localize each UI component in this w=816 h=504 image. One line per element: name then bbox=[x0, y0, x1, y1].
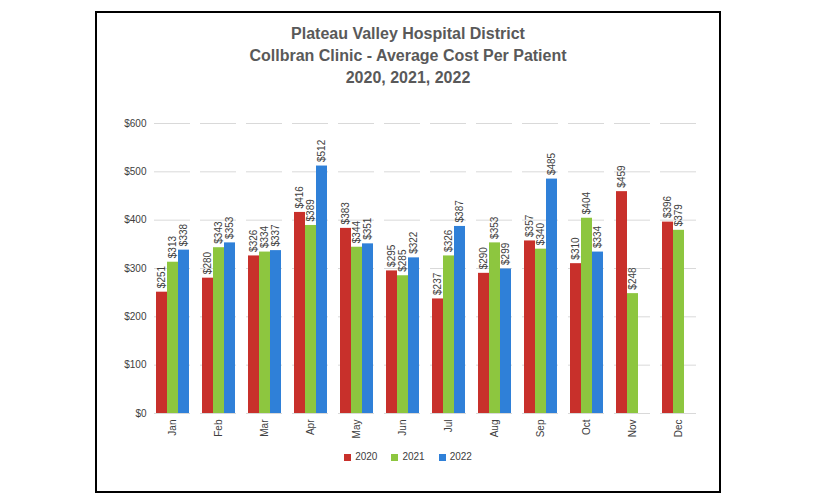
svg-text:$512: $512 bbox=[316, 139, 327, 162]
svg-text:$0: $0 bbox=[135, 408, 147, 419]
svg-text:$334: $334 bbox=[259, 225, 270, 248]
svg-text:$387: $387 bbox=[454, 200, 465, 223]
svg-text:$353: $353 bbox=[224, 216, 235, 239]
svg-text:$389: $389 bbox=[305, 199, 316, 222]
html-text:2020: 2020 bbox=[355, 451, 378, 462]
svg-text:$338: $338 bbox=[178, 223, 189, 246]
svg-text:$313: $313 bbox=[167, 236, 178, 259]
svg-text:Nov: Nov bbox=[627, 420, 638, 438]
svg-text:$248: $248 bbox=[627, 267, 638, 290]
svg-text:Apr: Apr bbox=[305, 419, 316, 435]
svg-text:$344: $344 bbox=[351, 221, 362, 244]
svg-text:$310: $310 bbox=[570, 237, 581, 260]
svg-text:$299: $299 bbox=[500, 242, 511, 265]
svg-text:$337: $337 bbox=[270, 224, 281, 247]
svg-text:$400: $400 bbox=[124, 214, 147, 225]
svg-text:$237: $237 bbox=[432, 272, 443, 295]
svg-text:May: May bbox=[351, 420, 362, 439]
svg-text:$290: $290 bbox=[478, 247, 489, 270]
svg-text:Mar: Mar bbox=[259, 419, 270, 437]
svg-text:Oct: Oct bbox=[581, 419, 592, 435]
svg-text:$285: $285 bbox=[397, 249, 408, 272]
svg-text:$251: $251 bbox=[156, 265, 167, 288]
svg-text:Jun: Jun bbox=[397, 420, 408, 436]
svg-text:$416: $416 bbox=[294, 186, 305, 209]
svg-text:Feb: Feb bbox=[213, 419, 224, 437]
svg-text:$500: $500 bbox=[124, 166, 147, 177]
svg-text:Dec: Dec bbox=[673, 420, 684, 438]
svg-text:$600: $600 bbox=[124, 118, 147, 129]
svg-text:Aug: Aug bbox=[489, 420, 500, 438]
svg-text:$322: $322 bbox=[408, 231, 419, 254]
svg-text:$280: $280 bbox=[202, 251, 213, 274]
svg-text:$383: $383 bbox=[340, 202, 351, 225]
svg-text:$326: $326 bbox=[443, 229, 454, 252]
svg-text:$485: $485 bbox=[546, 152, 557, 175]
svg-text:Jan: Jan bbox=[167, 420, 178, 436]
html-text:2022: 2022 bbox=[449, 451, 472, 462]
svg-text:$353: $353 bbox=[489, 216, 500, 239]
svg-text:$396: $396 bbox=[662, 195, 673, 218]
svg-text:$404: $404 bbox=[581, 192, 592, 215]
svg-text:$351: $351 bbox=[362, 217, 373, 240]
svg-text:$200: $200 bbox=[124, 311, 147, 322]
svg-text:$295: $295 bbox=[386, 244, 397, 267]
svg-text:$459: $459 bbox=[616, 165, 627, 188]
html-text:2021: 2021 bbox=[402, 451, 425, 462]
svg-text:$300: $300 bbox=[124, 263, 147, 274]
html-text:2020, 2021, 2022: 2020, 2021, 2022 bbox=[345, 69, 471, 86]
html-text:Plateau Valley Hospital Distri: Plateau Valley Hospital District bbox=[291, 25, 525, 42]
svg-text:Sep: Sep bbox=[535, 419, 546, 437]
svg-text:$100: $100 bbox=[124, 359, 147, 370]
html-text:Collbran Clinic - Average Cost: Collbran Clinic - Average Cost Per Patie… bbox=[249, 47, 567, 64]
svg-text:$343: $343 bbox=[213, 221, 224, 244]
svg-text:$326: $326 bbox=[248, 229, 259, 252]
svg-text:$334: $334 bbox=[592, 225, 603, 248]
svg-text:$340: $340 bbox=[535, 222, 546, 245]
svg-text:$357: $357 bbox=[524, 214, 535, 237]
svg-text:Jul: Jul bbox=[443, 420, 454, 433]
svg-text:$379: $379 bbox=[673, 204, 684, 227]
